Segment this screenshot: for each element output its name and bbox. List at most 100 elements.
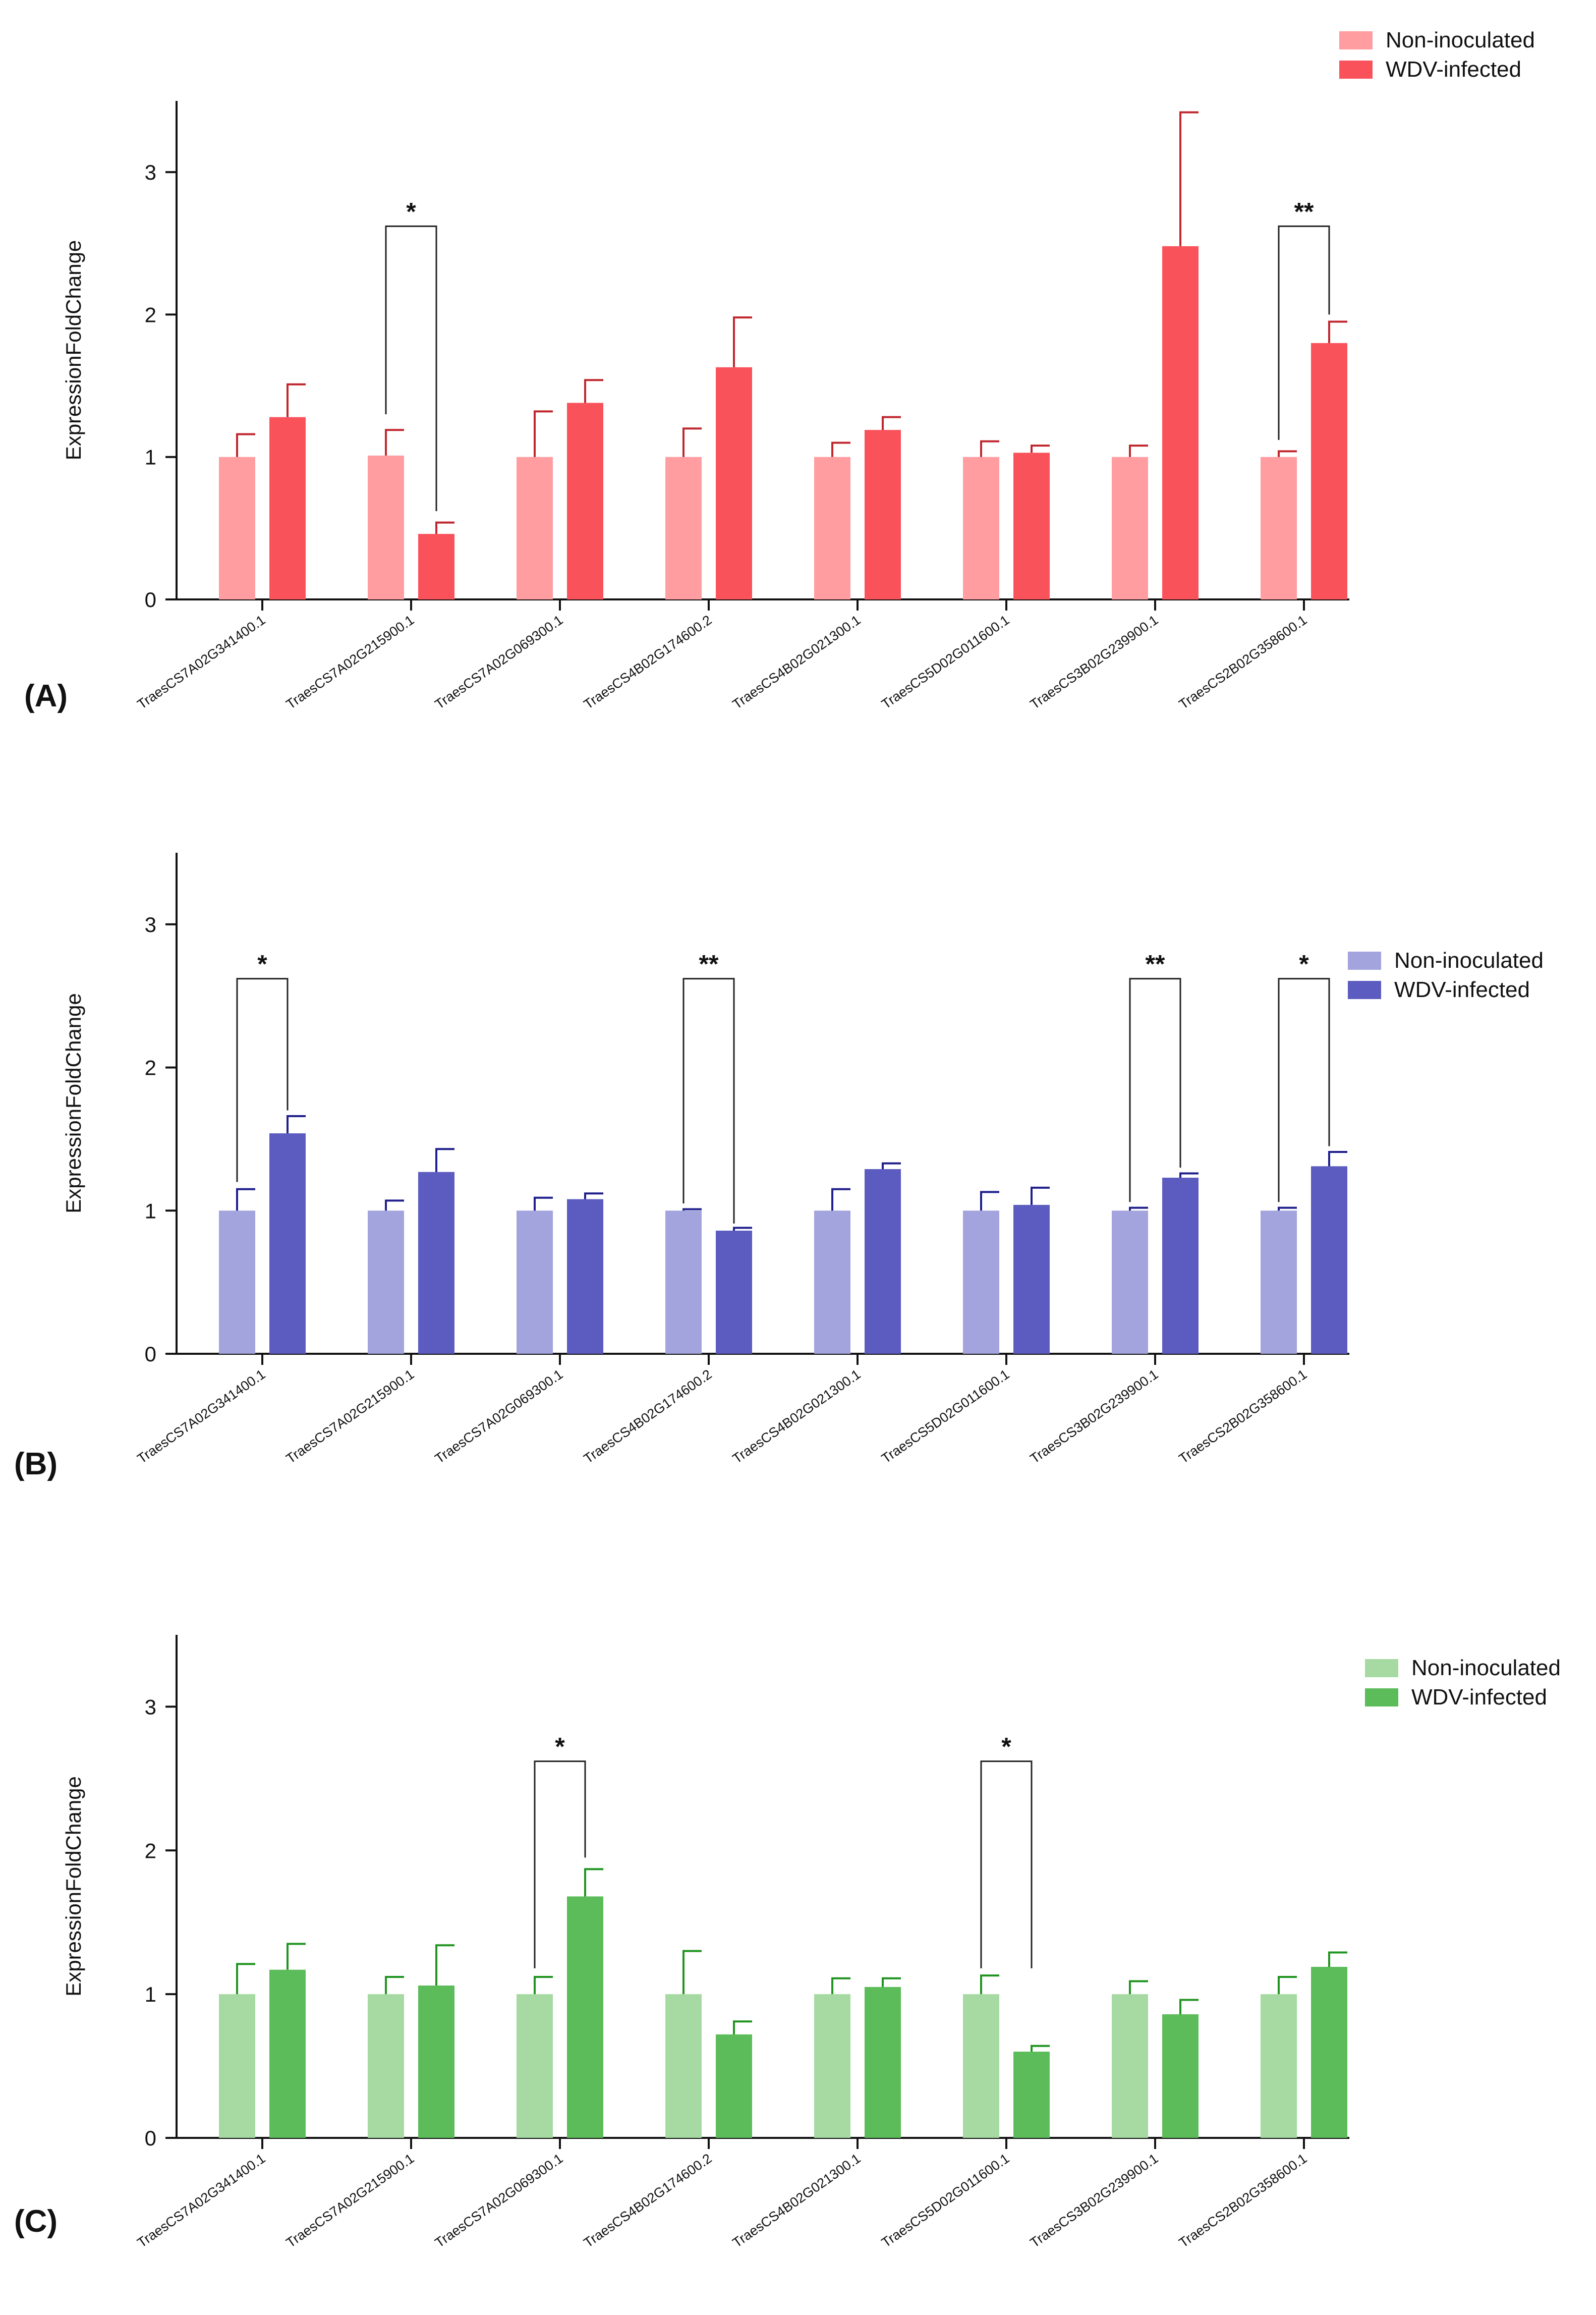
significance-bracket bbox=[1129, 978, 1181, 1202]
bar-wdv-infected bbox=[865, 1169, 901, 1354]
bar-wdv-infected bbox=[865, 1987, 901, 2138]
x-tick-label: TraesCS5D02G011600.1 bbox=[879, 2151, 1012, 2250]
y-tick-label: 1 bbox=[145, 1982, 156, 2006]
bar-wdv-infected bbox=[1311, 1166, 1347, 1354]
bar-wdv-infected bbox=[567, 1896, 603, 2138]
significance-bracket bbox=[385, 225, 437, 511]
bar-non-inoculated bbox=[1112, 1994, 1148, 2138]
significance-label: * bbox=[1001, 1733, 1011, 1761]
x-tick-label: TraesCS7A02G215900.1 bbox=[283, 1366, 417, 1466]
bar-non-inoculated bbox=[963, 1210, 999, 1354]
bar-wdv-infected bbox=[418, 534, 454, 599]
significance-label: * bbox=[555, 1733, 565, 1761]
y-tick-label: 3 bbox=[145, 160, 156, 184]
x-tick-label: TraesCS5D02G011600.1 bbox=[879, 612, 1012, 712]
legend-label: WDV-infected bbox=[1411, 1685, 1547, 1710]
significance-label: ** bbox=[699, 950, 719, 978]
y-tick-label: 3 bbox=[145, 1695, 156, 1719]
bar-wdv-infected bbox=[269, 1133, 306, 1354]
panel-label: (A) bbox=[24, 679, 68, 713]
y-axis-title: ExpressionFoldChange bbox=[62, 1776, 85, 1997]
legend-label: WDV-infected bbox=[1386, 57, 1521, 82]
x-tick-label: TraesCS2B02G358600.1 bbox=[1176, 2151, 1310, 2250]
bar-wdv-infected bbox=[1013, 2052, 1050, 2138]
legend-swatch bbox=[1339, 31, 1373, 49]
bar-wdv-infected bbox=[567, 1199, 603, 1354]
bar-wdv-infected bbox=[269, 1969, 306, 2138]
x-tick-label: TraesCS7A02G069300.1 bbox=[432, 612, 566, 712]
y-tick-label: 0 bbox=[145, 1342, 156, 1366]
y-axis-title: ExpressionFoldChange bbox=[62, 993, 85, 1214]
y-tick-label: 1 bbox=[145, 1199, 156, 1223]
bar-wdv-infected bbox=[1013, 453, 1050, 599]
bar-non-inoculated bbox=[219, 1210, 255, 1354]
significance-label: ** bbox=[1294, 197, 1314, 226]
y-tick-label: 0 bbox=[145, 2126, 156, 2150]
bar-wdv-infected bbox=[269, 417, 306, 599]
bar-non-inoculated bbox=[368, 1994, 404, 2138]
significance-bracket bbox=[1278, 978, 1330, 1202]
chart-panel-b: 0 1 2 3 ExpressionFoldChange (B) TraesCS7A02G3… bbox=[14, 853, 1544, 1481]
y-tick-label: 2 bbox=[145, 1056, 156, 1080]
legend-label: Non-inoculated bbox=[1411, 1656, 1561, 1680]
y-tick-label: 1 bbox=[145, 446, 156, 469]
bar-wdv-infected bbox=[716, 2034, 752, 2138]
panel-label: (C) bbox=[14, 2204, 58, 2239]
x-tick-label: TraesCS4B02G174600.2 bbox=[581, 2151, 715, 2250]
bar-wdv-infected bbox=[418, 1986, 454, 2138]
x-tick-label: TraesCS3B02G239900.1 bbox=[1028, 2151, 1161, 2250]
bar-wdv-infected bbox=[1162, 246, 1199, 600]
y-tick-label: 2 bbox=[145, 303, 156, 326]
significance-bracket bbox=[980, 1760, 1033, 1968]
bar-non-inoculated bbox=[368, 1210, 404, 1354]
bar-wdv-infected bbox=[1311, 1967, 1347, 2138]
x-tick-label: TraesCS4B02G021300.1 bbox=[730, 1366, 864, 1466]
x-tick-label: TraesCS5D02G011600.1 bbox=[879, 1366, 1012, 1466]
bar-wdv-infected bbox=[1162, 2014, 1199, 2138]
panel-label: (B) bbox=[14, 1447, 58, 1481]
bar-non-inoculated bbox=[517, 457, 553, 599]
legend-swatch bbox=[1365, 1688, 1398, 1706]
x-tick-label: TraesCS7A02G341400.1 bbox=[135, 2151, 268, 2250]
significance-label: * bbox=[1299, 950, 1309, 978]
bar-non-inoculated bbox=[814, 1994, 850, 2138]
x-tick-label: TraesCS4B02G021300.1 bbox=[730, 612, 864, 712]
bar-non-inoculated bbox=[665, 1994, 702, 2138]
significance-bracket bbox=[1278, 225, 1330, 440]
bar-non-inoculated bbox=[1112, 1210, 1148, 1354]
y-tick-label: 3 bbox=[145, 913, 156, 936]
bar-non-inoculated bbox=[814, 1210, 850, 1354]
chart-panel-c: 0 1 2 3 ExpressionFoldChange (C) TraesCS7A02G3… bbox=[14, 1635, 1561, 2250]
legend-label: Non-inoculated bbox=[1394, 948, 1544, 973]
x-tick-label: TraesCS2B02G358600.1 bbox=[1176, 612, 1310, 712]
bar-non-inoculated bbox=[517, 1994, 553, 2138]
legend-swatch bbox=[1339, 61, 1373, 79]
significance-bracket bbox=[236, 978, 289, 1182]
x-tick-label: TraesCS4B02G174600.2 bbox=[581, 1366, 715, 1466]
x-tick-label: TraesCS7A02G341400.1 bbox=[135, 612, 268, 712]
bar-wdv-infected bbox=[865, 430, 901, 599]
bar-non-inoculated bbox=[219, 457, 255, 599]
bar-non-inoculated bbox=[1261, 1210, 1297, 1354]
y-tick-label: 0 bbox=[145, 588, 156, 612]
significance-label: * bbox=[257, 950, 267, 978]
bar-non-inoculated bbox=[219, 1994, 255, 2138]
legend-swatch bbox=[1365, 1659, 1398, 1677]
y-tick-label: 2 bbox=[145, 1839, 156, 1862]
x-tick-label: TraesCS7A02G069300.1 bbox=[432, 1366, 566, 1466]
significance-label: ** bbox=[1146, 950, 1165, 978]
bar-wdv-infected bbox=[1162, 1178, 1199, 1354]
bar-non-inoculated bbox=[517, 1210, 553, 1354]
bar-wdv-infected bbox=[418, 1172, 454, 1354]
x-tick-label: TraesCS7A02G069300.1 bbox=[432, 2151, 566, 2250]
bar-non-inoculated bbox=[1261, 1994, 1297, 2138]
bar-wdv-infected bbox=[1311, 343, 1347, 599]
bar-non-inoculated bbox=[963, 1994, 999, 2138]
bar-non-inoculated bbox=[368, 455, 404, 599]
bar-non-inoculated bbox=[814, 457, 850, 599]
significance-bracket bbox=[682, 978, 735, 1224]
x-tick-label: TraesCS7A02G215900.1 bbox=[283, 612, 417, 712]
legend-label: Non-inoculated bbox=[1386, 28, 1535, 52]
legend-label: WDV-infected bbox=[1394, 977, 1530, 1002]
